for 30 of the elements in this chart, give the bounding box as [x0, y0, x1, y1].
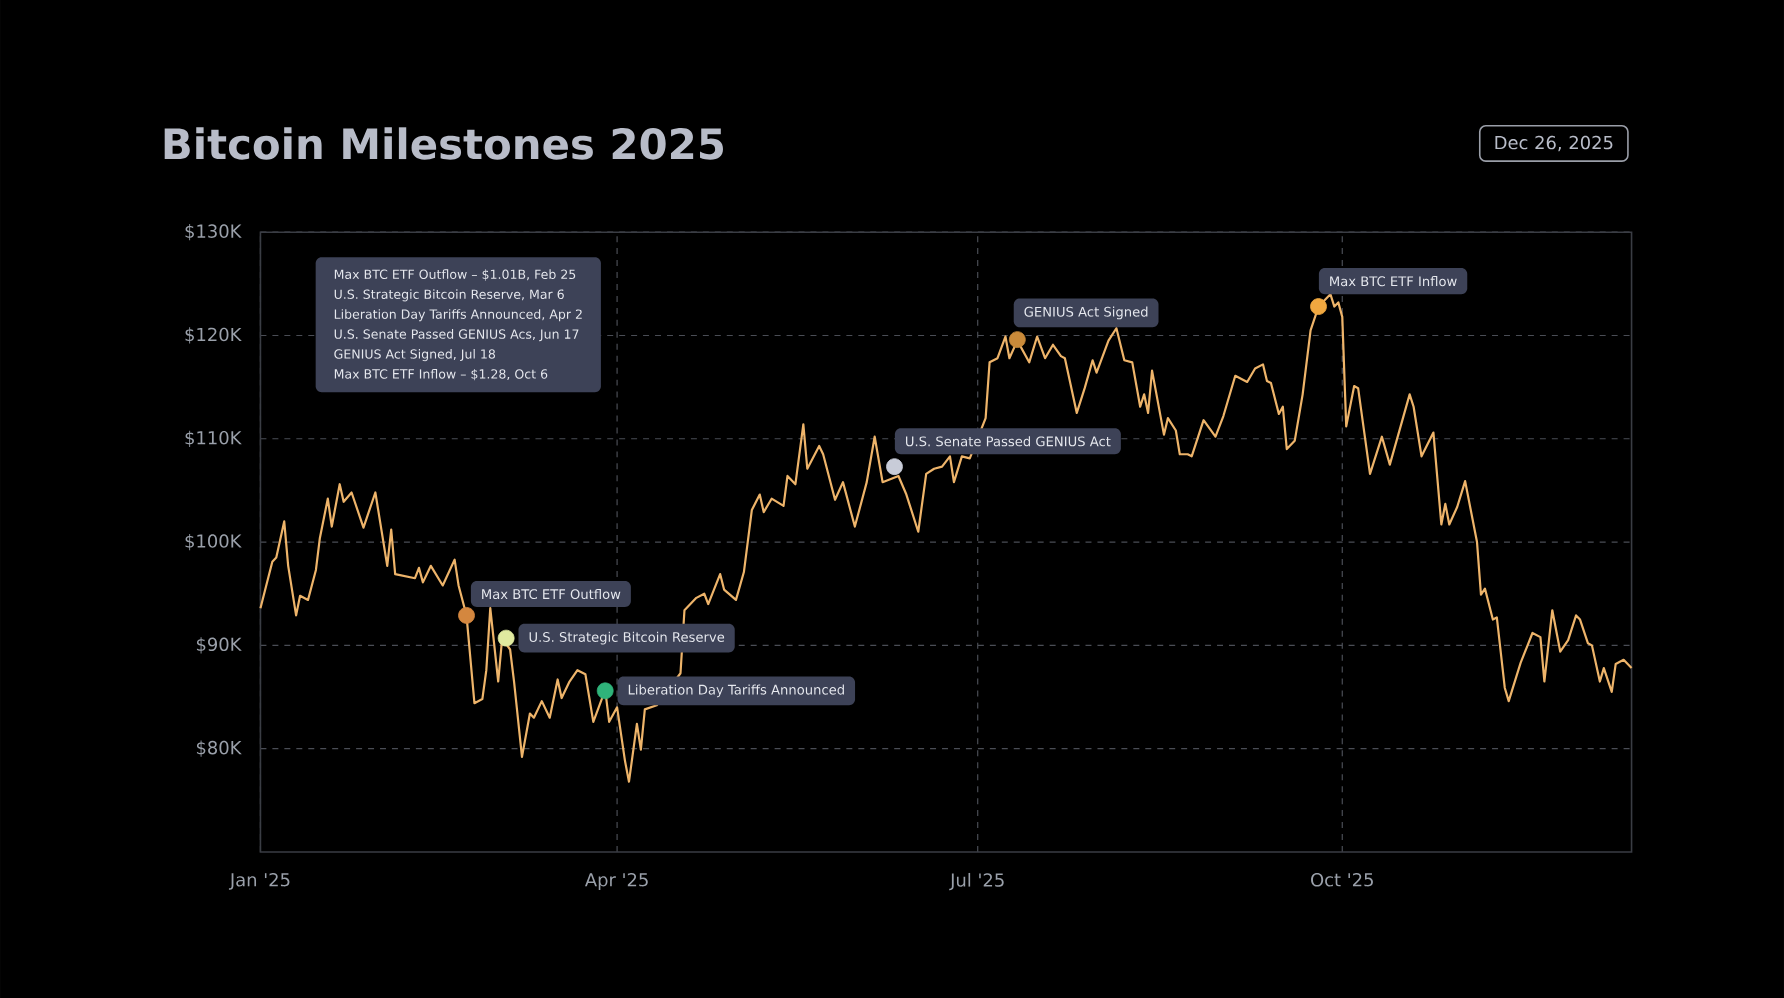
chart-title: Bitcoin Milestones 2025: [164, 127, 723, 160]
annotation: U.S. Strategic Bitcoin Reserve, Mar 6: [334, 289, 564, 302]
y-tick-label: $130K: [185, 223, 242, 241]
text: Dec 26, 2025: [1495, 135, 1613, 151]
point: [1310, 297, 1327, 315]
annotation: U.S. Senate Passed GENIUS Act: [906, 435, 1111, 447]
y-tick-label: $90K: [196, 637, 242, 654]
x-tick-label: Apr '25: [584, 872, 648, 890]
y-tick-label: $80K: [196, 740, 242, 757]
annotation: GENIUS Act Signed: [1024, 306, 1148, 320]
point: [886, 458, 903, 475]
annotation: Max BTC ETF Outflow: [482, 588, 621, 599]
annotation: U.S. Senate Passed GENIUS Acs, Jun 17: [334, 328, 579, 341]
annotation: Max BTC ETF Inflow – $1.28, Oct 6: [334, 368, 548, 381]
annotation: Max BTC ETF Inflow: [1330, 275, 1457, 286]
y-tick-label: $100K: [185, 533, 242, 550]
point: [1008, 331, 1026, 348]
annotation: Max BTC ETF Outflow – $1.01B, Feb 25: [334, 269, 576, 281]
annotation: GENIUS Act Signed, Jul 18: [334, 348, 496, 361]
x-tick-label: Oct '25: [1311, 872, 1373, 887]
annotation: U.S. Strategic Bitcoin Reserve: [529, 631, 725, 645]
y-tick-label: $120K: [185, 327, 242, 344]
point: [596, 682, 614, 699]
x-tick-label: Jan '25: [228, 872, 290, 890]
annotation: Liberation Day Tariffs Announced: [628, 684, 844, 697]
x-tick-label: Jul '25: [949, 872, 1004, 890]
y-tick-label: $110K: [185, 430, 242, 447]
point: [458, 606, 475, 624]
annotation: Liberation Day Tariffs Announced, Apr 2: [334, 308, 582, 322]
point: [497, 629, 515, 647]
